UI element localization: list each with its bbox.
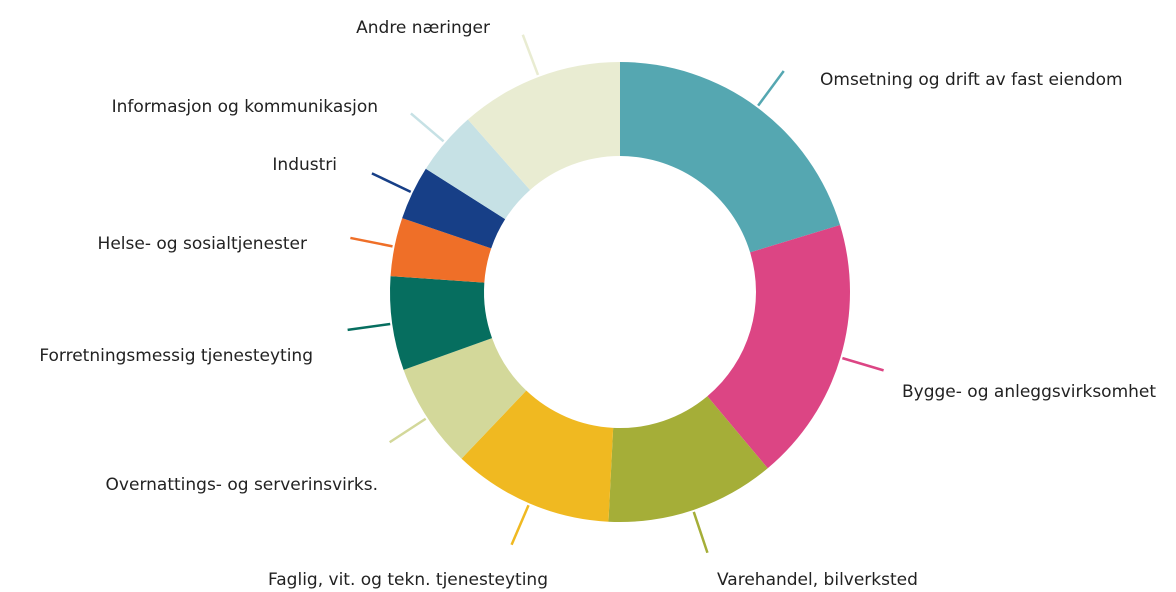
segment-label: Overnattings- og serverinsvirks. <box>106 475 378 495</box>
donut-segment <box>390 218 492 283</box>
leader-line <box>842 356 884 372</box>
leader-line <box>350 236 393 248</box>
leader-line <box>371 172 412 194</box>
donut-segment <box>467 62 620 190</box>
donut-segment <box>620 62 841 253</box>
segment-label: Informasjon og kommunikasjon <box>112 97 378 117</box>
donut-segment <box>707 225 850 469</box>
donut-segment <box>403 338 527 459</box>
leader-line <box>410 112 445 143</box>
leader-line <box>757 70 785 107</box>
donut-segment <box>461 390 614 522</box>
segment-label: Omsetning og drift av fast eiendom <box>820 70 1123 90</box>
segment-label: Helse- og sosialtjenester <box>98 234 307 254</box>
segment-label: Industri <box>272 155 337 175</box>
leader-line <box>388 417 427 444</box>
segment-label: Bygge- og anleggsvirksomhet <box>902 382 1156 402</box>
donut-segment <box>390 276 493 370</box>
donut-segment <box>425 119 531 220</box>
segment-label: Faglig, vit. og tekn. tjenesteyting <box>268 570 548 590</box>
leader-line <box>510 504 530 546</box>
donut-segment <box>608 396 768 522</box>
segment-label: Forretningsmessig tjenesteyting <box>39 346 313 366</box>
segment-label: Andre næringer <box>356 18 490 38</box>
leader-line <box>521 34 540 76</box>
donut-segment <box>402 168 506 249</box>
leader-line <box>347 322 391 332</box>
segment-label: Varehandel, bilverksted <box>717 570 918 590</box>
leader-line <box>692 511 709 554</box>
